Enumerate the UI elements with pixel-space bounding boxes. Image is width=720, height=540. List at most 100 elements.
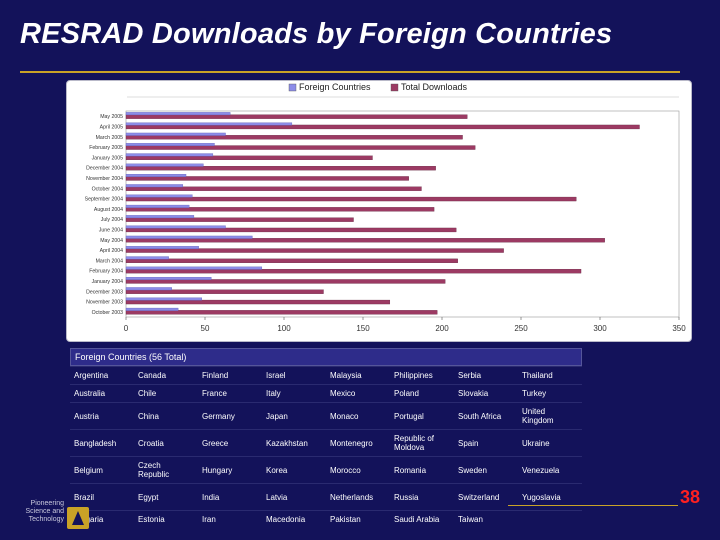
country-cell: Serbia: [454, 366, 518, 385]
org-line-3: Technology: [28, 516, 64, 523]
category-label: July 2004: [101, 217, 123, 223]
x-tick-label: 250: [514, 324, 528, 333]
country-cell: Saudi Arabia: [390, 510, 454, 528]
table-row: Bangladesh Croatia Greece Kazakhstan Montene…: [70, 429, 582, 457]
table-row: BulgariaEstoniaIranMacedoniaPakistanSaud…: [70, 510, 582, 528]
country-cell: Philippines: [390, 366, 454, 385]
category-label: May 2005: [100, 114, 123, 120]
country-cell: Morocco: [326, 456, 390, 484]
category-label: November 2004: [86, 176, 123, 182]
country-cell: Italy: [262, 384, 326, 403]
country-cell: Pakistan: [326, 510, 390, 528]
category-label: October 2003: [92, 310, 124, 316]
page-number: 38: [680, 487, 701, 507]
country-cell: Slovakia: [454, 384, 518, 403]
country-cell: Republic of Moldova: [390, 429, 454, 457]
country-cell: Romania: [390, 456, 454, 484]
bar-total-downloads: [125, 196, 577, 202]
country-cell: Taiwan: [454, 510, 518, 528]
country-cell: Belgium: [70, 456, 134, 484]
country-cell: China: [134, 402, 198, 430]
country-cell: Venezuela: [518, 456, 582, 484]
country-cell: Thailand: [518, 366, 582, 385]
country-cell: [518, 510, 582, 528]
bar-total-downloads: [125, 279, 446, 284]
bar-foreign-countries: [125, 287, 172, 291]
bar-total-downloads: [125, 207, 435, 212]
legend-label-1: Total Downloads: [401, 82, 468, 92]
category-label: March 2004: [96, 258, 124, 264]
x-tick-label: 200: [435, 324, 449, 333]
country-cell: Israel: [262, 366, 326, 385]
bar-total-downloads: [125, 258, 458, 264]
country-cell: Iran: [198, 510, 262, 528]
country-cell: Finland: [198, 366, 262, 385]
country-cell: Chile: [134, 384, 198, 403]
bar-total-downloads: [125, 310, 438, 315]
country-cell: Korea: [262, 456, 326, 484]
bar-total-downloads: [125, 217, 354, 222]
x-tick-label: 50: [201, 324, 210, 333]
country-cell: Mexico: [326, 384, 390, 403]
category-label: August 2004: [94, 207, 123, 213]
legend-swatch-0: [288, 83, 297, 92]
country-cell: Estonia: [134, 510, 198, 528]
bar-foreign-countries: [125, 297, 202, 301]
category-label: April 2005: [100, 124, 123, 130]
bar-foreign-countries: [125, 122, 293, 126]
country-cell: Monaco: [326, 402, 390, 430]
country-cell: Japan: [262, 402, 326, 430]
category-label: February 2005: [89, 145, 123, 151]
country-cell: Poland: [390, 384, 454, 403]
country-table: Foreign Countries (56 Total) Argentina Ca…: [70, 348, 582, 528]
x-tick-label: 0: [124, 324, 129, 333]
bar-total-downloads: [125, 166, 436, 171]
country-cell: Turkey: [518, 384, 582, 403]
category-label: January 2005: [92, 155, 124, 161]
bar-total-downloads: [125, 124, 640, 130]
title-divider: [20, 71, 680, 73]
downloads-chart: Foreign Countries Total Downloads May 2005…: [66, 80, 692, 342]
country-cell: South Africa: [454, 402, 518, 430]
country-cell: Czech Republic: [134, 456, 198, 484]
bar-foreign-countries: [125, 174, 187, 177]
country-cell: Canada: [134, 366, 198, 385]
bar-total-downloads: [125, 135, 463, 140]
bar-foreign-countries: [125, 246, 199, 249]
org-logo-text: Pioneering Science and Technology: [4, 500, 64, 524]
bar-foreign-countries: [125, 266, 263, 270]
bar-total-downloads: [125, 186, 422, 191]
country-cell: Sweden: [454, 456, 518, 484]
country-cell: Hungary: [198, 456, 262, 484]
country-cell: Switzerland: [454, 483, 518, 511]
country-cell: Montenegro: [326, 429, 390, 457]
page-title: RESRAD Downloads by Foreign Countries: [20, 18, 613, 50]
category-label: May 2004: [100, 238, 123, 244]
bar-foreign-countries: [125, 163, 204, 167]
country-cell: Germany: [198, 402, 262, 430]
legend-label-0: Foreign Countries: [299, 82, 371, 92]
country-cell: Macedonia: [262, 510, 326, 528]
bar-total-downloads: [125, 299, 391, 305]
table-row: Austria China Germany Japan Monaco Portugal So…: [70, 402, 582, 430]
bar-foreign-countries: [125, 143, 215, 146]
country-cell: France: [198, 384, 262, 403]
bar-total-downloads: [125, 145, 476, 150]
bar-foreign-countries: [125, 215, 195, 219]
bar-foreign-countries: [125, 132, 226, 136]
legend-swatch-1: [390, 83, 399, 92]
country-cell: Latvia: [262, 483, 326, 511]
bar-total-downloads: [125, 268, 582, 274]
org-logo-icon: [67, 507, 89, 529]
bar-chart-svg: Foreign Countries Total Downloads May 2005…: [85, 82, 687, 333]
country-cell: Greece: [198, 429, 262, 457]
bar-foreign-countries: [125, 307, 179, 311]
country-table-caption: Foreign Countries (56 Total): [70, 348, 582, 366]
category-label: January 2004: [92, 279, 124, 285]
category-label: October 2004: [92, 186, 124, 192]
country-cell: Spain: [454, 429, 518, 457]
category-label: December 2004: [86, 166, 123, 172]
org-line-2: Science and: [25, 508, 64, 515]
bar-foreign-countries: [125, 194, 193, 198]
country-cell: Yugoslavia: [518, 483, 582, 511]
